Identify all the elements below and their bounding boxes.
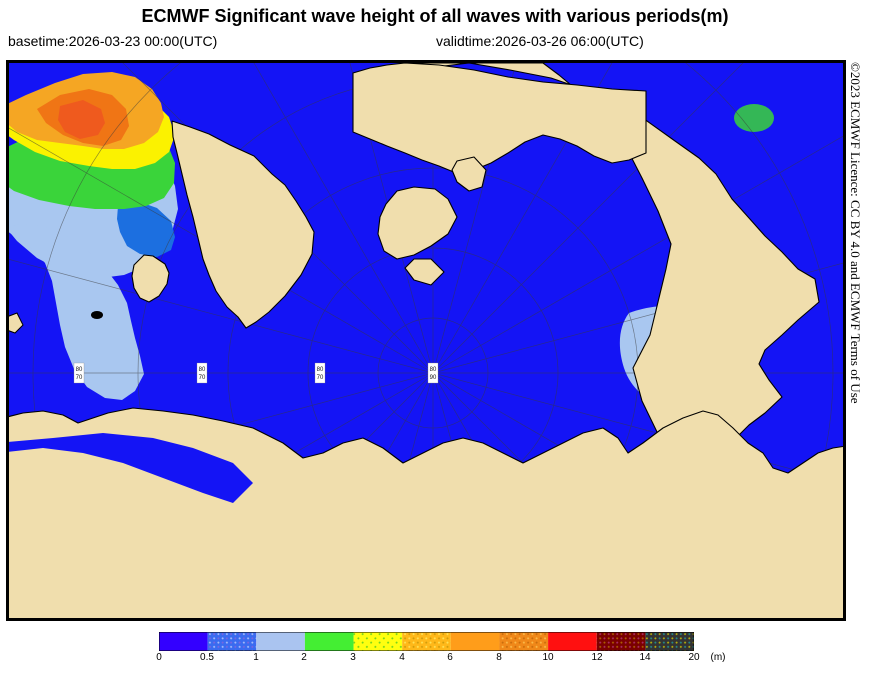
svg-text:70: 70 [317,375,324,381]
svg-text:80: 80 [317,367,324,373]
svg-text:90: 90 [430,375,437,381]
svg-text:70: 70 [199,375,206,381]
svg-text:80: 80 [199,367,206,373]
svg-text:70: 70 [76,375,83,381]
svg-text:80: 80 [76,367,83,373]
svg-text:80: 80 [430,367,437,373]
